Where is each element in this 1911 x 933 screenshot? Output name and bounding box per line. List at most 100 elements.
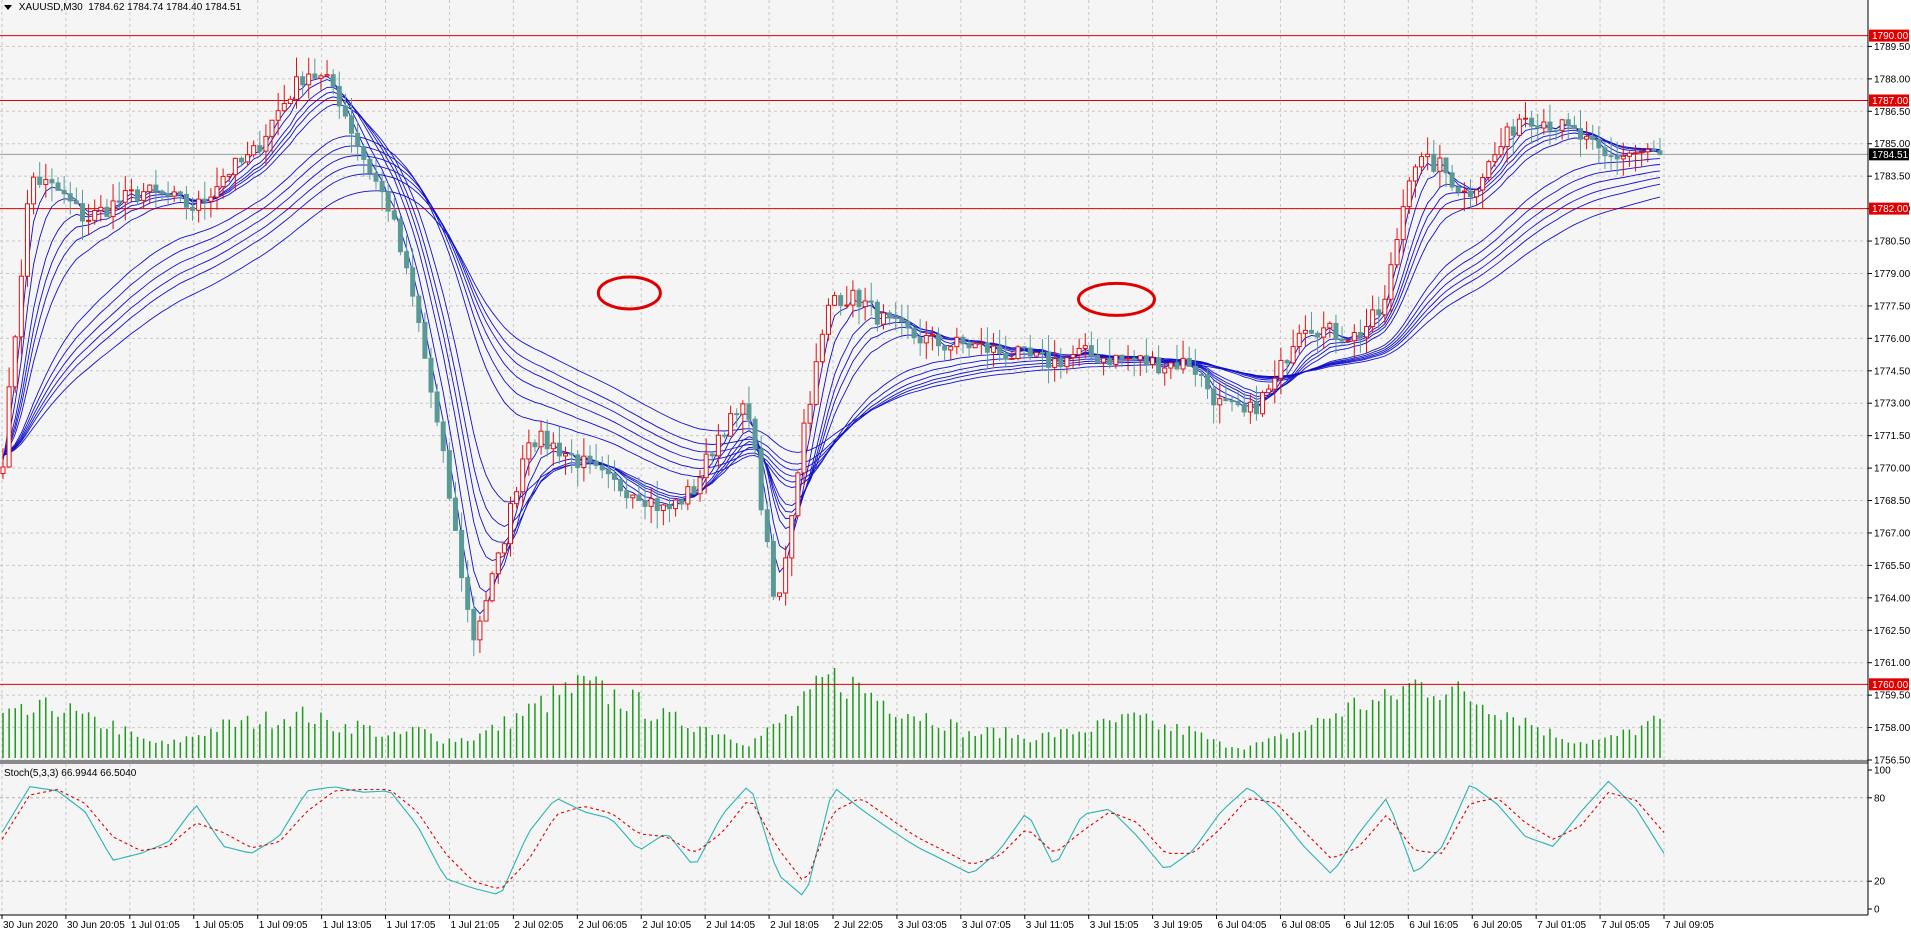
candle-body bbox=[1235, 401, 1241, 406]
candle-body bbox=[972, 343, 978, 349]
time-tick-label: 2 Jul 06:05 bbox=[578, 920, 627, 931]
candle-body bbox=[1578, 128, 1584, 140]
candle-body bbox=[1333, 322, 1339, 340]
candle-body bbox=[526, 442, 532, 460]
candle-body bbox=[196, 198, 202, 211]
ma-line bbox=[2, 135, 1661, 488]
time-tick-label: 6 Jul 04:05 bbox=[1218, 920, 1267, 931]
candle-body bbox=[1596, 139, 1602, 149]
candle-body bbox=[220, 175, 226, 188]
candle-body bbox=[67, 193, 73, 202]
candle-body bbox=[1033, 351, 1039, 357]
candle-body bbox=[991, 345, 997, 353]
candle-body bbox=[1137, 355, 1143, 361]
candle-body bbox=[1284, 359, 1290, 364]
candle-body bbox=[1266, 388, 1272, 394]
candle-body bbox=[960, 336, 966, 345]
candle-body bbox=[1547, 121, 1553, 131]
candle-body bbox=[318, 75, 324, 79]
time-tick-label: 30 Jun 2020 bbox=[3, 920, 58, 931]
stoch-signal-line bbox=[1, 788, 1665, 889]
candle-body bbox=[1076, 347, 1082, 356]
candle-body bbox=[954, 336, 960, 348]
candle-body bbox=[966, 343, 972, 349]
ma-line bbox=[2, 190, 1661, 456]
candle-body bbox=[752, 418, 758, 450]
candle-body bbox=[856, 289, 862, 308]
candle-body bbox=[1376, 309, 1382, 316]
candle-body bbox=[489, 573, 495, 602]
candle-body bbox=[1113, 354, 1119, 365]
price-tick-label: 1770.00 bbox=[1874, 464, 1911, 475]
candle-body bbox=[1571, 125, 1577, 130]
level-price-tag bbox=[1869, 94, 1909, 107]
candle-body bbox=[1651, 148, 1657, 152]
candle-body bbox=[1315, 332, 1321, 338]
price-tick-label: 1776.00 bbox=[1874, 334, 1911, 345]
candle-body bbox=[599, 464, 605, 471]
price-tick-label: 1764.00 bbox=[1874, 593, 1911, 604]
candle-body bbox=[141, 191, 147, 201]
candle-body bbox=[434, 391, 440, 423]
candle-body bbox=[1449, 172, 1455, 188]
time-tick-label: 2 Jul 22:05 bbox=[834, 920, 883, 931]
candle-body bbox=[1388, 264, 1394, 300]
candle-body bbox=[624, 490, 630, 499]
candle-body bbox=[1064, 357, 1070, 368]
ohlc-values: 1784.62 1784.74 1784.40 1784.51 bbox=[88, 2, 242, 13]
candle-body bbox=[605, 469, 611, 475]
candle-body bbox=[92, 210, 98, 221]
symbol-header[interactable]: XAUUSD,M30 1784.62 1784.74 1784.40 1784.… bbox=[4, 2, 241, 13]
candle-body bbox=[349, 115, 355, 134]
candle-body bbox=[679, 499, 685, 505]
candle-body bbox=[923, 334, 929, 344]
candlesticks bbox=[0, 57, 1663, 657]
candle-body bbox=[685, 486, 691, 505]
dropdown-triangle-icon[interactable] bbox=[4, 4, 12, 10]
candle-body bbox=[404, 251, 410, 269]
candle-body bbox=[1614, 155, 1620, 160]
candle-body bbox=[728, 413, 734, 437]
level-price-label: 1790.00 bbox=[1872, 31, 1909, 42]
candle-body bbox=[746, 403, 752, 420]
level-price-tag bbox=[1869, 678, 1909, 691]
time-tick-label: 6 Jul 20:05 bbox=[1473, 920, 1522, 931]
candle-body bbox=[214, 186, 220, 198]
candle-body bbox=[1529, 117, 1535, 127]
candle-body bbox=[471, 608, 477, 641]
candle-body bbox=[593, 460, 599, 466]
time-tick-label: 6 Jul 16:05 bbox=[1409, 920, 1458, 931]
price-tick-label: 1779.00 bbox=[1874, 269, 1911, 280]
ma-line bbox=[2, 91, 1661, 543]
horizontal-levels bbox=[0, 35, 1868, 685]
candle-body bbox=[208, 196, 214, 202]
annotation-ellipse bbox=[1077, 281, 1157, 317]
candle-body bbox=[1455, 186, 1461, 193]
candle-body bbox=[1467, 190, 1473, 198]
candle-body bbox=[715, 434, 721, 457]
time-tick-label: 1 Jul 05:05 bbox=[195, 920, 244, 931]
candle-body bbox=[0, 466, 6, 474]
candle-body bbox=[1150, 357, 1156, 365]
x-axis: 30 Jun 2020 30 Jun 20:05 1 Jul 01:05 1 Jul … bbox=[1, 915, 1714, 931]
candle-body bbox=[43, 179, 49, 185]
candle-body bbox=[1633, 152, 1639, 155]
candle-body bbox=[1174, 362, 1180, 370]
candle-body bbox=[1645, 148, 1651, 153]
candle-body bbox=[379, 180, 385, 193]
candle-body bbox=[1186, 357, 1192, 367]
candle-body bbox=[1009, 357, 1015, 360]
candle-body bbox=[306, 73, 312, 86]
candle-body bbox=[1535, 125, 1541, 129]
candle-body bbox=[673, 499, 679, 510]
time-tick-label: 1 Jul 13:05 bbox=[323, 920, 372, 931]
candle-body bbox=[312, 73, 318, 79]
candle-body bbox=[838, 295, 844, 307]
candle-body bbox=[495, 552, 501, 575]
price-tick-label: 1774.50 bbox=[1874, 366, 1911, 377]
candle-body bbox=[1223, 398, 1229, 402]
candle-body bbox=[569, 453, 575, 456]
ma-line bbox=[2, 96, 1661, 528]
candle-body bbox=[183, 193, 189, 208]
